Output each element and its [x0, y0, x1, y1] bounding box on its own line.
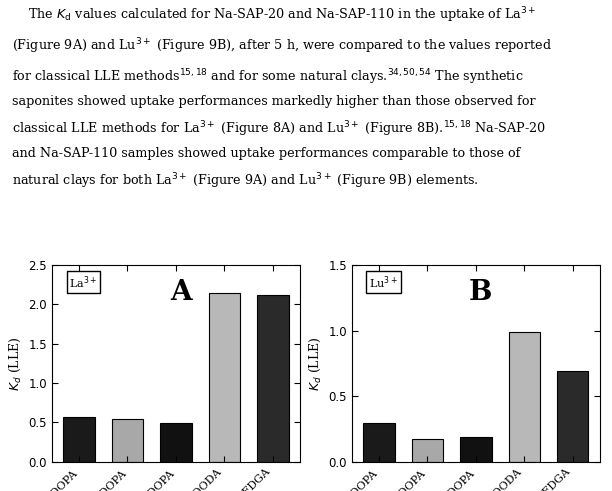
Bar — [257, 295, 289, 462]
Y-axis label: $K_d$ (LLE): $K_d$ (LLE) — [8, 336, 23, 391]
Text: B: B — [469, 279, 493, 306]
Bar — [412, 438, 443, 462]
Y-axis label: $K_d$ (LLE): $K_d$ (LLE) — [308, 336, 323, 391]
Bar — [460, 437, 491, 462]
Text: The $K_\mathrm{d}$ values calculated for Na-SAP-20 and Na-SAP-110 in the uptake : The $K_\mathrm{d}$ values calculated for… — [12, 5, 552, 191]
Bar — [63, 417, 95, 462]
Text: Lu$^{3+}$: Lu$^{3+}$ — [369, 274, 398, 291]
Bar — [557, 371, 589, 462]
Bar — [509, 332, 540, 462]
Text: A: A — [170, 279, 192, 306]
Bar — [160, 423, 192, 462]
Bar — [209, 293, 240, 462]
Bar — [112, 419, 143, 462]
Text: La$^{3+}$: La$^{3+}$ — [69, 274, 97, 291]
Bar — [363, 423, 395, 462]
